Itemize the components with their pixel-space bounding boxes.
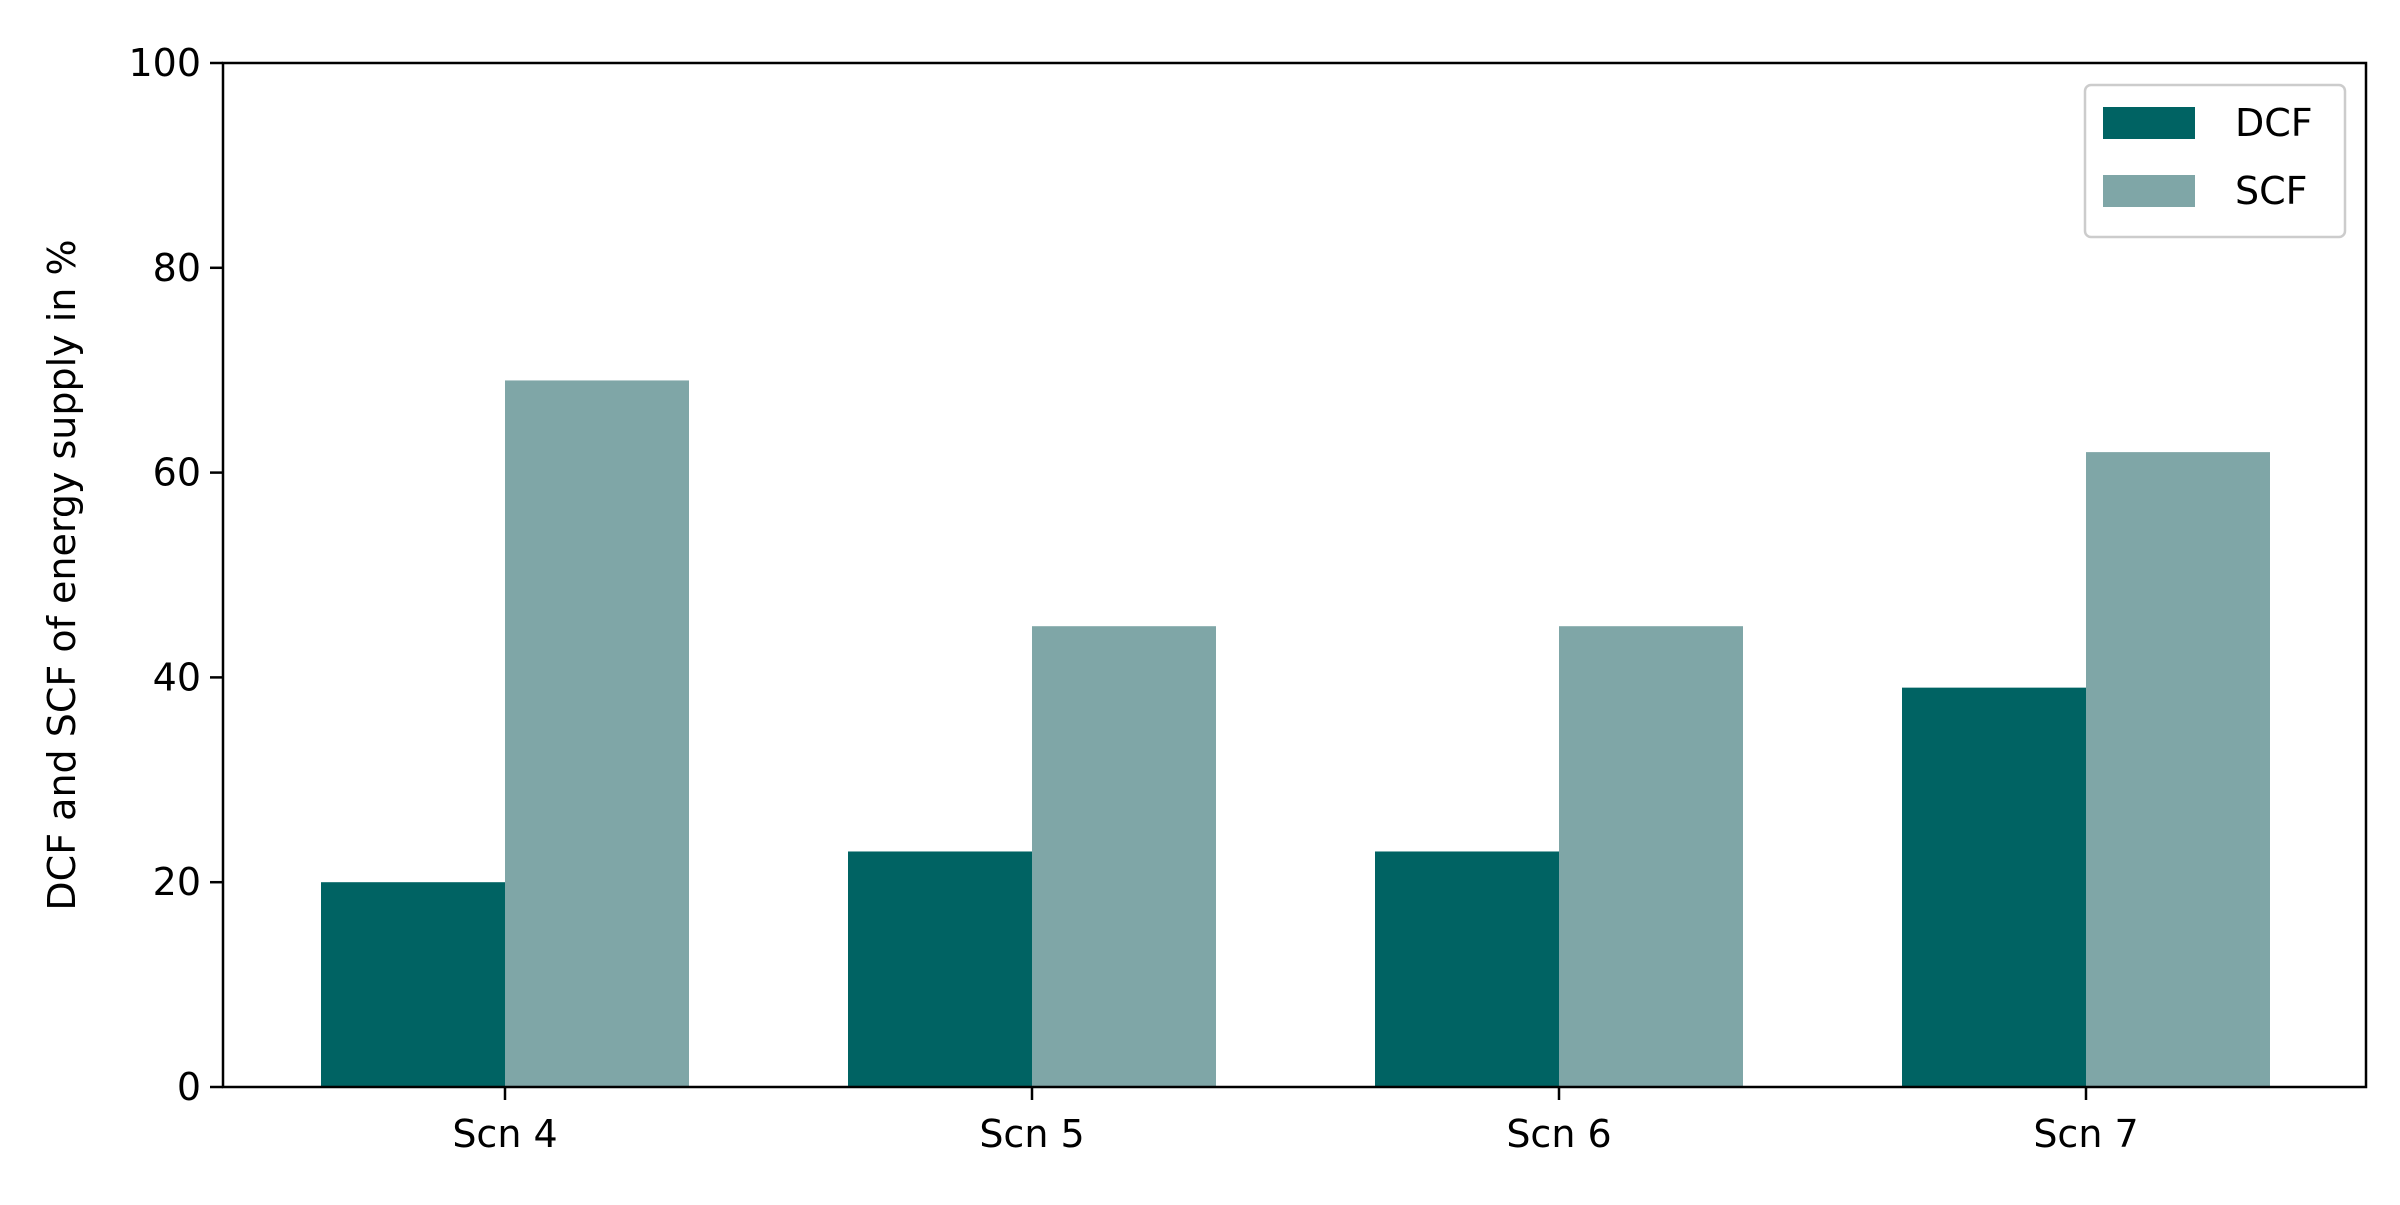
x-axis: Scn 4 Scn 5 Scn 6 Scn 7 — [452, 1087, 2139, 1156]
bars-group — [321, 380, 2270, 1087]
bar-dcf-2 — [1375, 851, 1559, 1087]
y-axis: 0 20 40 60 80 100 — [128, 41, 223, 1109]
x-tick-label: Scn 6 — [1506, 1112, 1611, 1156]
y-tick-label: 0 — [177, 1065, 201, 1109]
y-tick-label: 20 — [153, 860, 201, 904]
bar-dcf-3 — [1902, 687, 2086, 1087]
bar-scf-3 — [2086, 452, 2270, 1087]
bar-scf-1 — [1032, 626, 1216, 1087]
bar-scf-0 — [505, 380, 689, 1087]
legend-swatch-scf — [2103, 175, 2195, 207]
x-tick-label: Scn 4 — [452, 1112, 557, 1156]
bar-scf-2 — [1559, 626, 1743, 1087]
x-tick-label: Scn 5 — [979, 1112, 1084, 1156]
y-tick-label: 60 — [153, 451, 201, 495]
legend-swatch-dcf — [2103, 107, 2195, 139]
x-tick-label: Scn 7 — [2033, 1112, 2138, 1156]
y-tick-label: 100 — [128, 41, 201, 85]
plot-frame — [221, 61, 2368, 1089]
y-tick-label: 80 — [153, 246, 201, 290]
bar-dcf-0 — [321, 882, 505, 1087]
legend-label-scf: SCF — [2235, 169, 2308, 213]
legend: DCF SCF — [2083, 83, 2347, 239]
y-tick-label: 40 — [153, 655, 201, 699]
y-axis-label: DCF and SCF of energy supply in % — [40, 239, 84, 910]
bar-dcf-1 — [848, 851, 1032, 1087]
legend-label-dcf: DCF — [2235, 101, 2313, 145]
